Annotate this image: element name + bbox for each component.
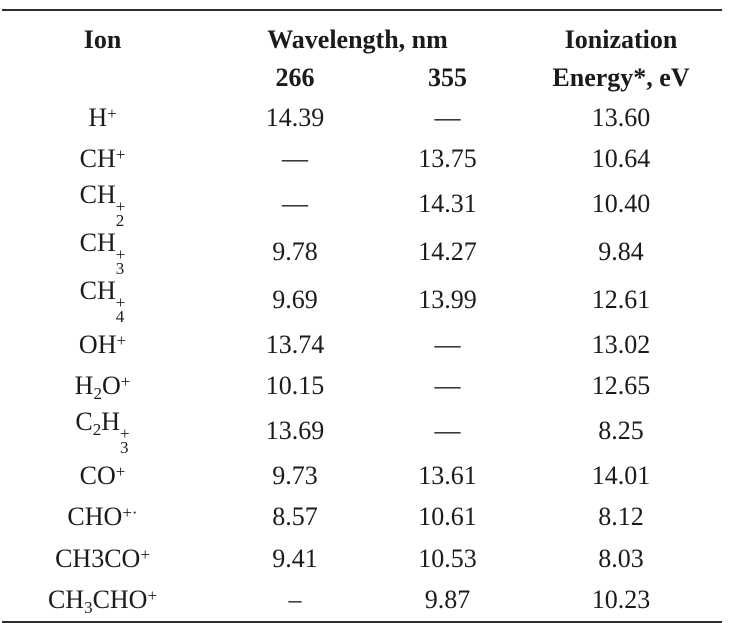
ionization-energy-cell: 8.03 bbox=[598, 543, 644, 573]
ionization-energy-cell: 12.65 bbox=[591, 371, 651, 401]
table-row: CHO+· 8.57 10.61 8.12 bbox=[0, 497, 732, 539]
ionization-energy-cell: 14.01 bbox=[591, 460, 651, 490]
wavelength-266-cell: 13.74 bbox=[265, 329, 325, 359]
ion-formula: CH +4 bbox=[79, 276, 126, 326]
wavelength-355-cell: 13.75 bbox=[418, 144, 477, 174]
ionization-energy-cell: 10.64 bbox=[591, 144, 651, 174]
ion-formula: H+ bbox=[88, 102, 117, 132]
ionization-energy-cell: 10.23 bbox=[591, 585, 651, 615]
ion-formula: CH +2 bbox=[79, 180, 126, 230]
table-row: CO+ 9.73 13.61 14.01 bbox=[0, 455, 732, 497]
ion-cell: OH+ bbox=[0, 324, 205, 366]
wavelength-355-cell: 13.61 bbox=[418, 460, 477, 490]
ion-formula: CH3CO+ bbox=[55, 543, 150, 573]
wavelength-266-cell: 10.15 bbox=[265, 371, 325, 401]
table-row: CH+ — 13.75 10.64 bbox=[0, 139, 732, 181]
ion-cell: CH +2 bbox=[0, 180, 205, 230]
table-row: CH +3 9.78 14.27 9.84 bbox=[0, 228, 732, 278]
ion-formula: CH+ bbox=[79, 144, 126, 174]
col-header-ionization-line2: Energy*, eV bbox=[552, 63, 690, 92]
ion-cell: H2O+ bbox=[0, 366, 205, 408]
col-header-wavelength: Wavelength, nm bbox=[267, 25, 448, 54]
table-row: CH3CHO+ – 9.87 10.23 bbox=[0, 580, 732, 622]
wavelength-355-cell: — bbox=[434, 371, 461, 401]
table-body: H+ 14.39 — 13.60 CH+ — 13.75 10.64 CH +2 — 14.31 10.… bbox=[0, 97, 732, 621]
ion-cell: CH +4 bbox=[0, 276, 205, 326]
wavelength-266-cell: — bbox=[282, 144, 308, 174]
wavelength-355-cell: 9.87 bbox=[424, 585, 471, 615]
wavelength-355-cell: — bbox=[434, 102, 461, 132]
ion-formula: CO+ bbox=[79, 460, 126, 490]
ionization-energy-cell: 8.25 bbox=[598, 416, 644, 445]
wavelength-355-cell: — bbox=[434, 416, 461, 445]
table-row: CH3CO+ 9.41 10.53 8.03 bbox=[0, 538, 732, 580]
table-row: C2H +3 13.69 — 8.25 bbox=[0, 407, 732, 457]
wavelength-266-cell: 9.69 bbox=[272, 285, 318, 314]
ion-formula: CH3CHO+ bbox=[47, 585, 158, 618]
col-header-ion-spacer bbox=[0, 59, 205, 97]
ionization-energy-cell: 9.84 bbox=[598, 237, 644, 266]
ion-formula: OH+ bbox=[78, 329, 127, 359]
wavelength-266-cell: 13.69 bbox=[265, 416, 325, 445]
ionization-energy-cell: 13.60 bbox=[591, 102, 651, 132]
header-row-2: 266 355 Energy*, eV bbox=[0, 59, 732, 97]
ion-cell: C2H +3 bbox=[0, 407, 205, 457]
wavelength-266-cell: 8.57 bbox=[272, 502, 318, 532]
wavelength-266-cell: — bbox=[282, 189, 308, 218]
table-header: Ion Wavelength, nm Ionization 266 355 En… bbox=[0, 11, 732, 97]
table-row: H+ 14.39 — 13.60 bbox=[0, 97, 732, 139]
ion-cell: CH+ bbox=[0, 139, 205, 181]
col-header-355: 355 bbox=[428, 63, 467, 92]
ion-formula: H2O+ bbox=[74, 371, 131, 404]
wavelength-355-cell: 14.27 bbox=[418, 237, 477, 266]
table-row: CH +4 9.69 13.99 12.61 bbox=[0, 276, 732, 326]
ionization-energy-cell: 8.12 bbox=[598, 502, 644, 532]
col-header-266: 266 bbox=[275, 63, 315, 92]
col-header-ionization-line1: Ionization bbox=[564, 25, 678, 54]
header-row-1: Ion Wavelength, nm Ionization bbox=[0, 11, 732, 59]
ion-cell: CO+ bbox=[0, 455, 205, 497]
wavelength-355-cell: 10.53 bbox=[418, 543, 477, 573]
ion-formula: C2H +3 bbox=[75, 407, 130, 457]
wavelength-266-cell: 9.78 bbox=[272, 237, 318, 266]
ion-cell: CHO+· bbox=[0, 497, 205, 539]
ion-cell: H+ bbox=[0, 97, 205, 139]
table-row: OH+ 13.74 — 13.02 bbox=[0, 324, 732, 366]
wavelength-266-cell: 14.39 bbox=[265, 102, 325, 132]
ion-cell: CH3CO+ bbox=[0, 538, 205, 580]
wavelength-355-cell: 13.99 bbox=[418, 285, 477, 314]
wavelength-355-cell: 10.61 bbox=[418, 502, 477, 532]
table-row: H2O+ 10.15 — 12.65 bbox=[0, 366, 732, 408]
ion-cell: CH3CHO+ bbox=[0, 580, 205, 622]
wavelength-355-cell: — bbox=[434, 329, 461, 359]
ionization-table: Ion Wavelength, nm Ionization 266 355 En… bbox=[0, 11, 732, 621]
ionization-energy-cell: 10.40 bbox=[591, 189, 651, 218]
wavelength-266-cell: – bbox=[288, 585, 302, 615]
ion-cell: CH +3 bbox=[0, 228, 205, 278]
wavelength-266-cell: 9.41 bbox=[272, 543, 318, 573]
col-header-ion: Ion bbox=[83, 25, 122, 54]
ion-formula: CH +3 bbox=[79, 228, 126, 278]
wavelength-355-cell: 14.31 bbox=[418, 189, 477, 218]
ionization-energy-cell: 13.02 bbox=[591, 329, 651, 359]
ionization-energy-cell: 12.61 bbox=[591, 285, 651, 314]
table-row: CH +2 — 14.31 10.40 bbox=[0, 180, 732, 230]
wavelength-266-cell: 9.73 bbox=[272, 460, 318, 490]
top-rule bbox=[2, 9, 722, 11]
ion-formula: CHO+· bbox=[67, 502, 138, 532]
